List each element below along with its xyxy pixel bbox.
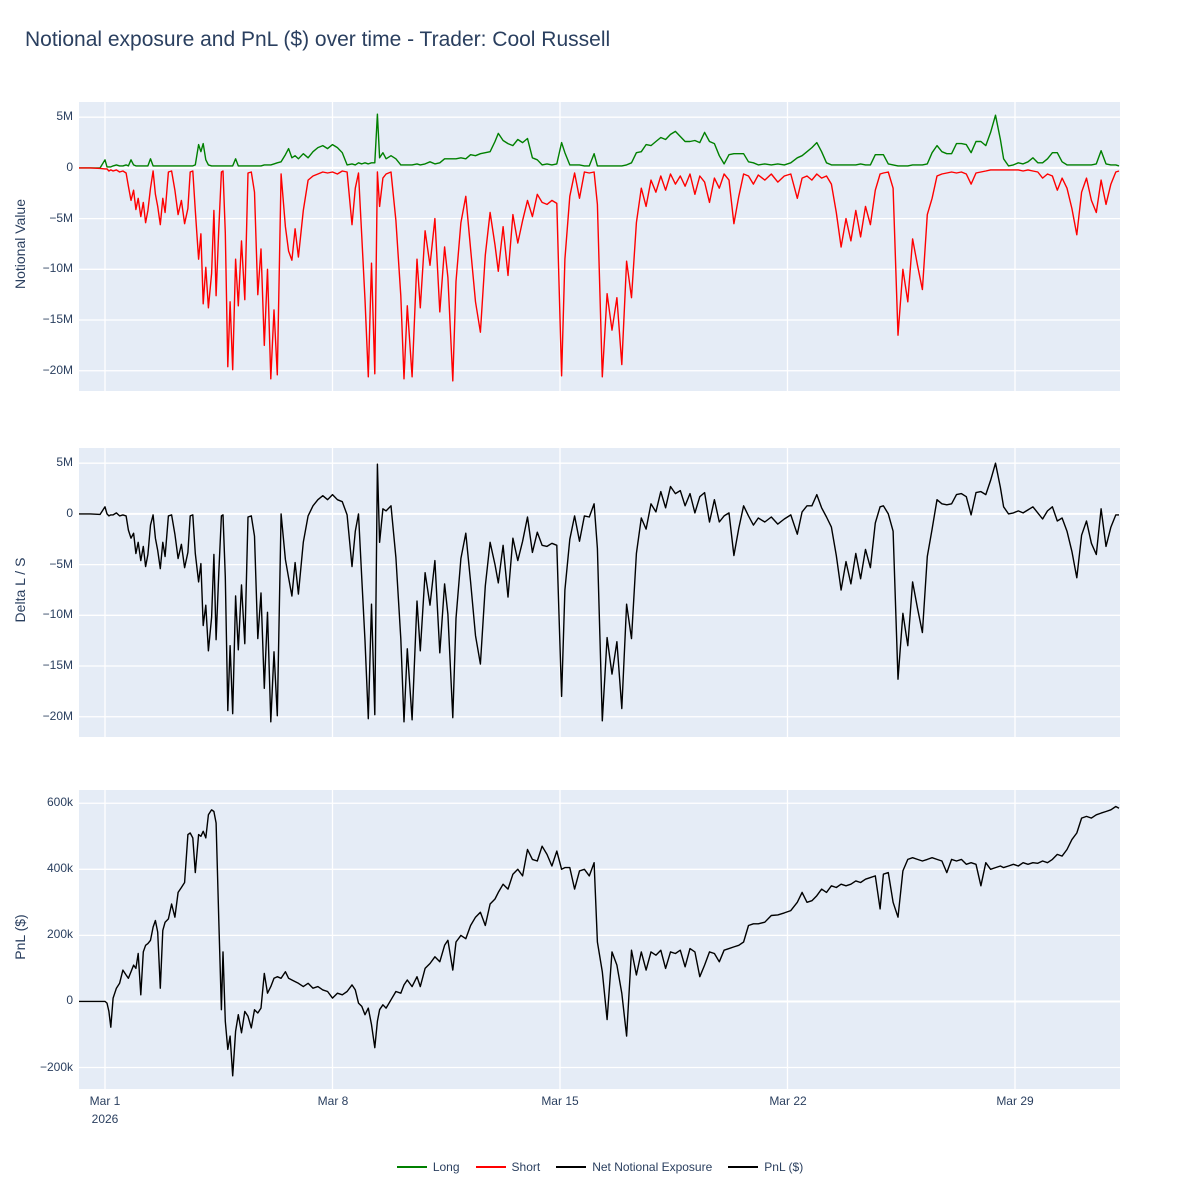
- x-tick-label: Mar 22: [769, 1094, 807, 1108]
- y-tick-label: −5M: [49, 211, 73, 225]
- y-tick-label: −5M: [49, 557, 73, 571]
- legend-item-net[interactable]: Net Notional Exposure: [556, 1160, 712, 1174]
- x-tick-year-label: 2026: [91, 1112, 119, 1126]
- long-line-swatch-icon: [396, 1166, 427, 1168]
- legend-label: Short: [511, 1160, 541, 1174]
- x-tick-label: Mar 1: [89, 1094, 121, 1108]
- y-tick-label: −10M: [42, 607, 73, 621]
- legend-item-long[interactable]: Long: [396, 1160, 460, 1174]
- x-tick-label: Mar 8: [317, 1094, 349, 1108]
- y-tick-label: 5M: [56, 455, 73, 469]
- net-series-line[interactable]: [79, 462, 1119, 723]
- y-tick-label: −200k: [39, 1060, 73, 1074]
- chart-title: Notional exposure and PnL ($) over time …: [25, 28, 611, 51]
- y-tick-label: −20M: [42, 363, 73, 377]
- legend-label: Net Notional Exposure: [592, 1160, 713, 1174]
- short-line-swatch-icon: [475, 1166, 506, 1168]
- short-series-line[interactable]: [79, 167, 1120, 382]
- y-tick-label: −10M: [42, 261, 73, 275]
- y-tick-label: 0: [66, 993, 73, 1007]
- y-tick-label: −15M: [42, 658, 73, 672]
- panel-notional[interactable]: [79, 102, 1120, 391]
- long-series-line[interactable]: [79, 113, 1120, 169]
- y-tick-label: −20M: [42, 709, 73, 723]
- legend-item-short[interactable]: Short: [475, 1160, 541, 1174]
- x-tick-label: Mar 29: [996, 1094, 1034, 1108]
- panel-delta[interactable]: [79, 448, 1120, 737]
- y-tick-label: 200k: [46, 927, 73, 941]
- x-tick-label: Mar 15: [541, 1094, 579, 1108]
- legend: Long Short Net Notional Exposure PnL ($): [0, 1160, 1200, 1174]
- y-tick-label: 5M: [56, 109, 73, 123]
- legend-label: PnL ($): [764, 1160, 804, 1174]
- plot-area-delta[interactable]: [79, 448, 1120, 737]
- y-tick-label: 600k: [46, 795, 73, 809]
- panel-pnl[interactable]: [79, 790, 1120, 1089]
- legend-label: Long: [432, 1160, 460, 1174]
- y-tick-label: 0: [66, 506, 73, 520]
- plot-area-pnl[interactable]: [79, 790, 1120, 1089]
- legend-item-pnl[interactable]: PnL ($): [728, 1160, 803, 1174]
- pnl-line-swatch-icon: [728, 1166, 759, 1168]
- plot-area-notional[interactable]: [79, 102, 1120, 391]
- y-tick-label: 0: [66, 160, 73, 174]
- y-tick-label: 400k: [46, 861, 73, 875]
- y-tick-label: −15M: [42, 312, 73, 326]
- net-line-swatch-icon: [556, 1166, 587, 1168]
- pnl-series-line[interactable]: [79, 805, 1120, 1077]
